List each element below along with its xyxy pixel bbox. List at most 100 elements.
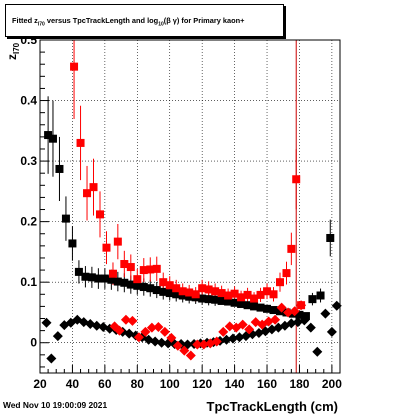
square-marker xyxy=(230,298,239,307)
x-tick-label: 120 xyxy=(192,377,212,391)
diamond-marker xyxy=(286,318,297,329)
square-marker xyxy=(48,134,57,143)
square-marker xyxy=(287,244,296,253)
square-marker xyxy=(113,277,122,286)
square-marker xyxy=(250,302,259,311)
diamond-marker xyxy=(192,339,203,350)
square-marker xyxy=(146,284,155,293)
diamond-marker xyxy=(289,306,300,317)
x-tick-label: 60 xyxy=(98,377,112,391)
x-tick-label: 100 xyxy=(160,377,180,391)
chart-title: Fitted zI70 versus TpcTrackLength and lo… xyxy=(12,16,244,27)
diamond-marker xyxy=(172,340,183,351)
square-marker xyxy=(133,275,142,284)
square-marker xyxy=(76,138,85,147)
y-tick-label: 0.2 xyxy=(20,215,37,229)
diamond-marker xyxy=(296,300,307,311)
square-marker xyxy=(292,175,301,184)
diamond-marker xyxy=(146,322,157,333)
diamond-marker xyxy=(179,345,190,356)
square-marker xyxy=(96,210,104,219)
y-tick-label: 0.1 xyxy=(20,275,37,289)
title-box: Fitted zI70 versus TpcTrackLength and lo… xyxy=(5,4,284,37)
square-marker xyxy=(133,281,142,290)
square-marker xyxy=(301,312,310,321)
square-marker xyxy=(217,296,226,305)
x-tick-label: 20 xyxy=(33,377,47,391)
error-bars xyxy=(47,40,331,306)
square-marker xyxy=(108,269,117,278)
diamond-marker xyxy=(250,317,261,328)
square-marker xyxy=(263,304,272,313)
diamond-marker xyxy=(120,314,131,325)
diamond-marker xyxy=(159,326,170,337)
square-marker xyxy=(139,266,148,275)
diamond-marker xyxy=(244,324,255,335)
diamond-marker xyxy=(91,320,102,331)
diamond-marker xyxy=(218,326,229,337)
square-marker xyxy=(269,306,278,315)
square-marker xyxy=(191,290,200,299)
diamond-marker xyxy=(312,346,323,357)
diamond-marker xyxy=(166,332,177,343)
diamond-marker xyxy=(283,307,294,318)
diamond-marker xyxy=(221,334,232,345)
square-marker xyxy=(61,214,70,223)
square-marker xyxy=(204,295,213,304)
y-axis-label-sub: I70 xyxy=(12,42,21,54)
timestamp: Wed Nov 10 19:00:09 2021 xyxy=(3,400,108,410)
y-tick-label: 0.4 xyxy=(20,94,37,108)
diamond-marker xyxy=(227,333,238,344)
diamond-marker xyxy=(153,321,164,332)
y-tick-label: 0.3 xyxy=(20,154,37,168)
x-tick-label: 180 xyxy=(289,377,309,391)
diamond-marker xyxy=(127,315,138,326)
y-tick-label: 0 xyxy=(30,336,37,350)
square-marker xyxy=(204,285,213,294)
square-marker xyxy=(256,303,265,312)
y-axis-label: zI70 xyxy=(5,42,21,60)
diamond-marker xyxy=(52,331,63,342)
diamond-marker xyxy=(270,314,281,325)
plot-frame xyxy=(39,39,341,374)
diamond-marker xyxy=(198,339,209,350)
square-marker xyxy=(224,291,233,300)
diamond-marker xyxy=(150,336,161,347)
title-suffix: (β γ) for Primary kaon+ xyxy=(163,16,245,25)
x-tick-label: 80 xyxy=(131,377,145,391)
square-marker xyxy=(276,307,284,316)
square-marker xyxy=(107,275,116,284)
square-marker xyxy=(237,293,246,302)
square-marker xyxy=(152,286,161,295)
x-axis-label: TpcTrackLength (cm) xyxy=(207,399,338,414)
x-tick-label: 140 xyxy=(225,377,245,391)
square-marker xyxy=(55,164,64,173)
square-marker xyxy=(89,183,98,192)
square-marker xyxy=(256,290,265,299)
diamond-marker xyxy=(320,308,331,319)
square-marker xyxy=(102,243,111,252)
square-marker xyxy=(146,265,155,274)
square-marker xyxy=(243,290,252,299)
square-marker xyxy=(185,288,194,297)
square-marker xyxy=(243,301,252,310)
title-prefix: Fitted z xyxy=(12,16,38,25)
data-markers xyxy=(41,62,342,364)
diamond-marker xyxy=(114,325,125,336)
square-marker xyxy=(159,287,168,296)
square-marker xyxy=(250,294,259,303)
square-marker xyxy=(211,287,220,296)
square-marker xyxy=(198,284,207,293)
title-sub1: I70 xyxy=(37,21,45,28)
square-marker xyxy=(276,278,284,287)
square-marker xyxy=(159,278,168,287)
square-marker xyxy=(224,297,233,306)
x-tick-label: 160 xyxy=(257,377,277,391)
square-marker xyxy=(126,280,135,289)
square-marker xyxy=(295,310,304,319)
diamond-marker xyxy=(41,317,52,328)
diamond-marker xyxy=(276,302,287,313)
square-marker xyxy=(165,289,174,298)
diamond-marker xyxy=(326,326,337,337)
